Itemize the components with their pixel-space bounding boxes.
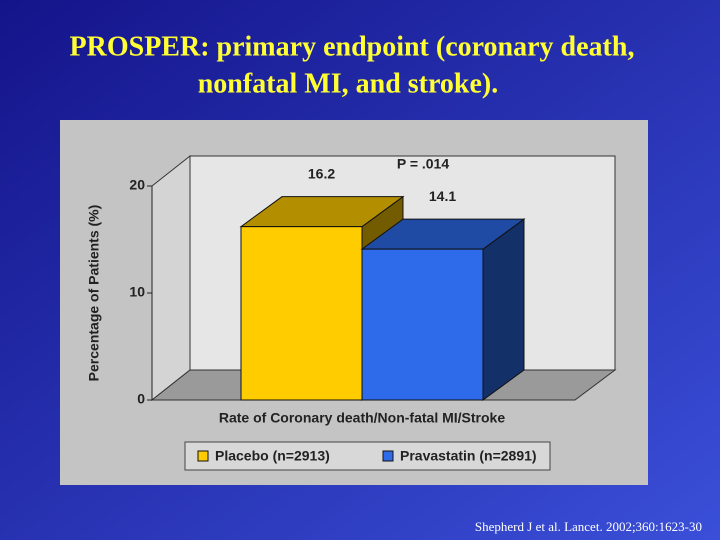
- bar: [361, 248, 484, 401]
- side-wall: [151, 154, 191, 402]
- y-tick-label: 10: [129, 284, 145, 300]
- legend-box: [184, 441, 551, 471]
- legend-label: Placebo (n=2913): [215, 448, 330, 464]
- y-tick-label: 0: [137, 391, 145, 407]
- value-label: 16.2: [308, 165, 335, 181]
- bar-side: [482, 218, 525, 401]
- annotation: P = .014: [397, 156, 450, 172]
- y-tick-label: 20: [129, 177, 145, 193]
- source: Shepherd J et al. Lancet. 2002;360:1623-…: [475, 519, 702, 534]
- legend-swatch: [197, 450, 209, 462]
- legend-swatch: [382, 450, 394, 462]
- title-line: nonfatal MI, and stroke).: [198, 68, 499, 99]
- x-axis-label: Rate of Coronary death/Non-fatal MI/Stro…: [219, 410, 505, 426]
- legend-label: Pravastatin (n=2891): [400, 448, 537, 464]
- title-line: PROSPER: primary endpoint (coronary deat…: [70, 31, 635, 62]
- bar: [240, 226, 363, 401]
- y-axis-label: Percentage of Patients (%): [86, 205, 102, 382]
- value-label: 14.1: [429, 188, 456, 204]
